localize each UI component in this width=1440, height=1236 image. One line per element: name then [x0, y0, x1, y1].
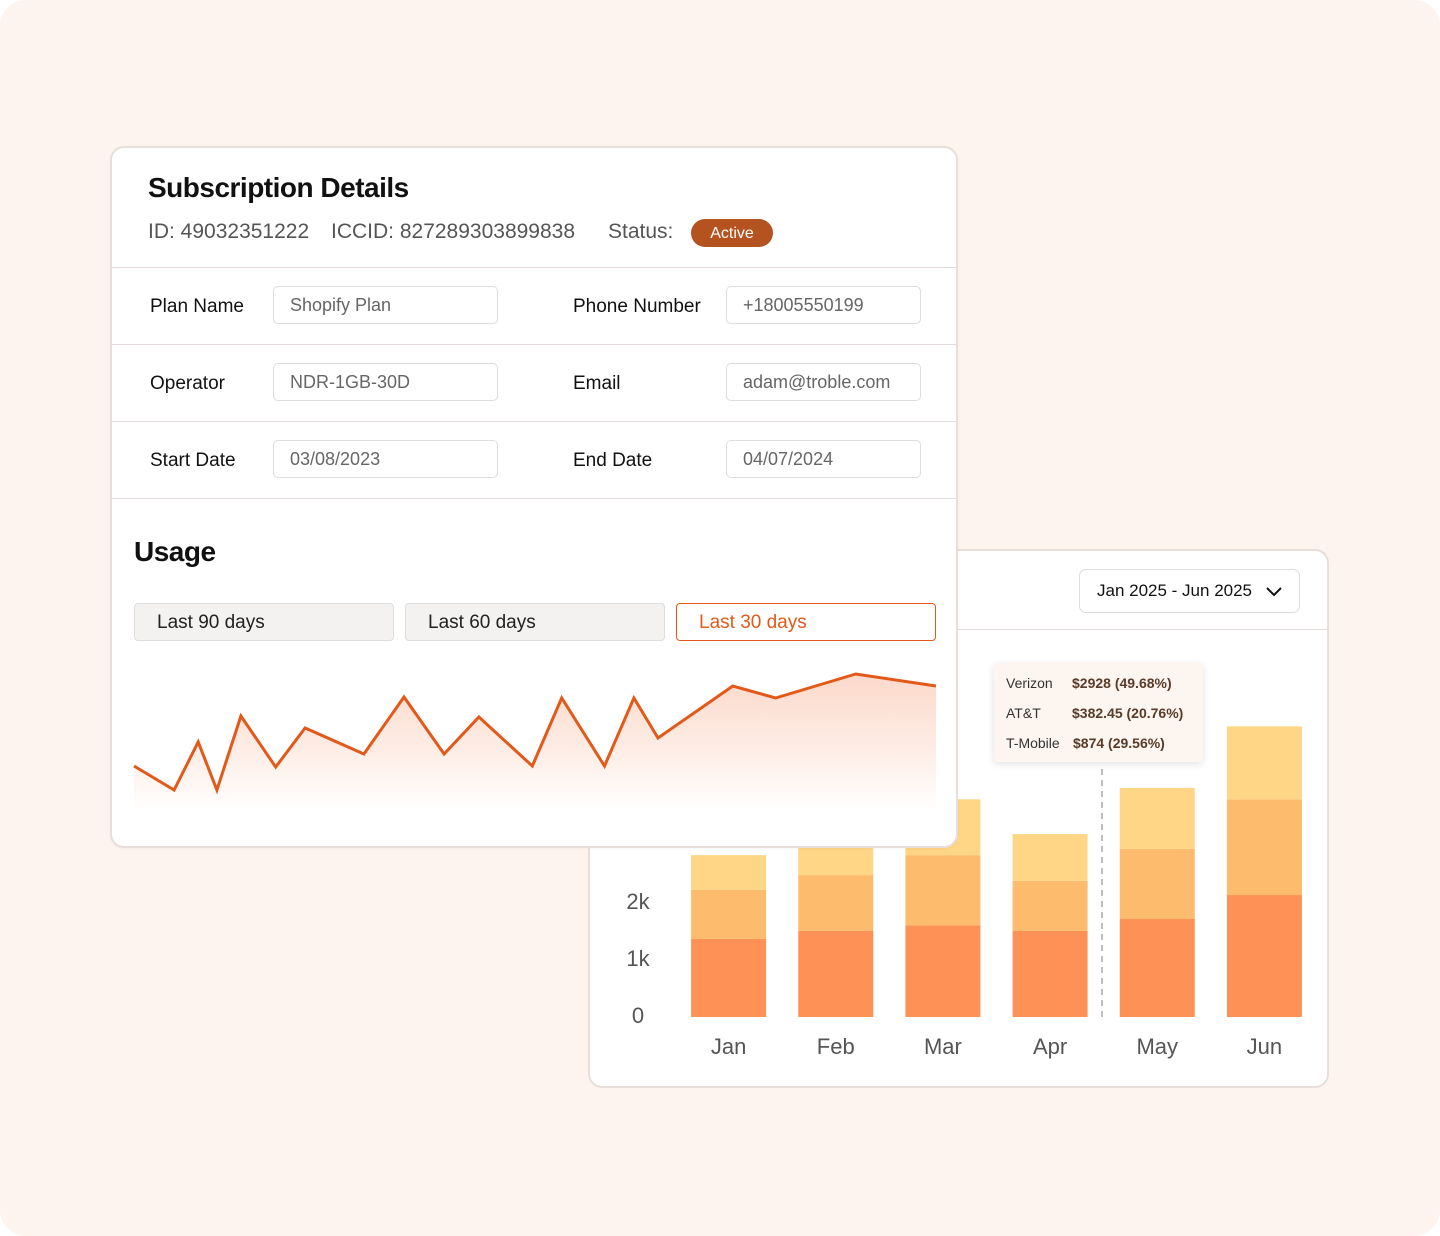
tooltip: Verizon $2928 (49.68%) AT&T $382.45 (20.76%… — [994, 663, 1203, 762]
tooltip-value: $382.45 (20.76%) — [1072, 705, 1184, 721]
subscription-card: Subscription Details ID: 49032351222 ICC… — [110, 146, 958, 848]
bar-segment — [1119, 848, 1195, 919]
x-tick-label: May — [1136, 1034, 1178, 1059]
field-input[interactable]: +18005550199 — [726, 286, 921, 324]
x-tick-label: Apr — [1033, 1034, 1067, 1059]
tab[interactable]: Last 60 days — [405, 603, 665, 641]
iccid: ICCID: 827289303899838 — [331, 220, 576, 243]
x-tick-label: Mar — [924, 1034, 962, 1059]
tooltip-value: $874 (29.56%) — [1073, 735, 1165, 751]
field-input[interactable]: 04/07/2024 — [726, 440, 921, 478]
bar-segment — [1226, 799, 1302, 896]
divider — [590, 629, 1327, 630]
y-tick-label: 0 — [632, 1003, 644, 1028]
bar-segment — [1119, 787, 1195, 849]
tooltip-label: T-Mobile — [1006, 735, 1060, 751]
y-tick-label: 2k — [626, 889, 650, 914]
field-input[interactable]: adam@troble.com — [726, 363, 921, 401]
tooltip-label: Verizon — [1006, 675, 1053, 691]
bar-segment — [905, 855, 981, 926]
bar-segment — [798, 930, 874, 1017]
field-label: Plan Name — [150, 296, 244, 317]
divider — [112, 344, 956, 345]
divider — [112, 421, 956, 422]
date-range: Jan 2025 - Jun 2025 — [1097, 581, 1253, 600]
bar-segment — [905, 925, 981, 1017]
date-range-dropdown[interactable]: Jan 2025 - Jun 2025 — [1079, 569, 1300, 613]
usage-title: Usage — [134, 536, 216, 567]
tooltip-label: AT&T — [1006, 705, 1041, 721]
status-badge: Active — [691, 219, 773, 247]
bar-segment — [1119, 918, 1195, 1017]
bar-segment — [691, 889, 767, 939]
x-tick-label: Jan — [711, 1034, 746, 1059]
bar-segment — [798, 875, 874, 931]
title: Subscription Details — [148, 172, 409, 203]
field-label: Operator — [150, 373, 225, 394]
bar-segment — [691, 938, 767, 1017]
bar-segment — [1012, 930, 1088, 1017]
bar-segment — [691, 855, 767, 890]
x-tick-label: Feb — [817, 1034, 855, 1059]
field-input[interactable]: 03/08/2023 — [273, 440, 498, 478]
field-label: Phone Number — [573, 296, 701, 317]
usage-chart — [133, 672, 937, 811]
bar-segment — [1226, 726, 1302, 800]
chevron-icon — [1266, 587, 1282, 597]
tab[interactable]: Last 90 days — [134, 603, 394, 641]
tab[interactable]: Last 30 days — [676, 603, 936, 641]
area — [134, 674, 936, 811]
bar-segment — [1012, 834, 1088, 881]
y-tick-label: 1k — [626, 946, 650, 971]
divider — [112, 267, 956, 268]
bar-segment — [1226, 895, 1302, 1017]
bar-segment — [1012, 880, 1088, 931]
field-label: Start Date — [150, 450, 236, 471]
x-tick-label: Jun — [1247, 1034, 1282, 1059]
sub-id: ID: 49032351222 — [148, 220, 310, 243]
line — [133, 672, 937, 795]
status-label: Status: — [608, 220, 674, 243]
field-label: Email — [573, 373, 621, 394]
tooltip-value: $2928 (49.68%) — [1072, 675, 1172, 691]
field-input[interactable]: Shopify Plan — [273, 286, 498, 324]
field-input[interactable]: NDR-1GB-30D — [273, 363, 498, 401]
field-label: End Date — [573, 450, 653, 471]
divider — [112, 498, 956, 499]
